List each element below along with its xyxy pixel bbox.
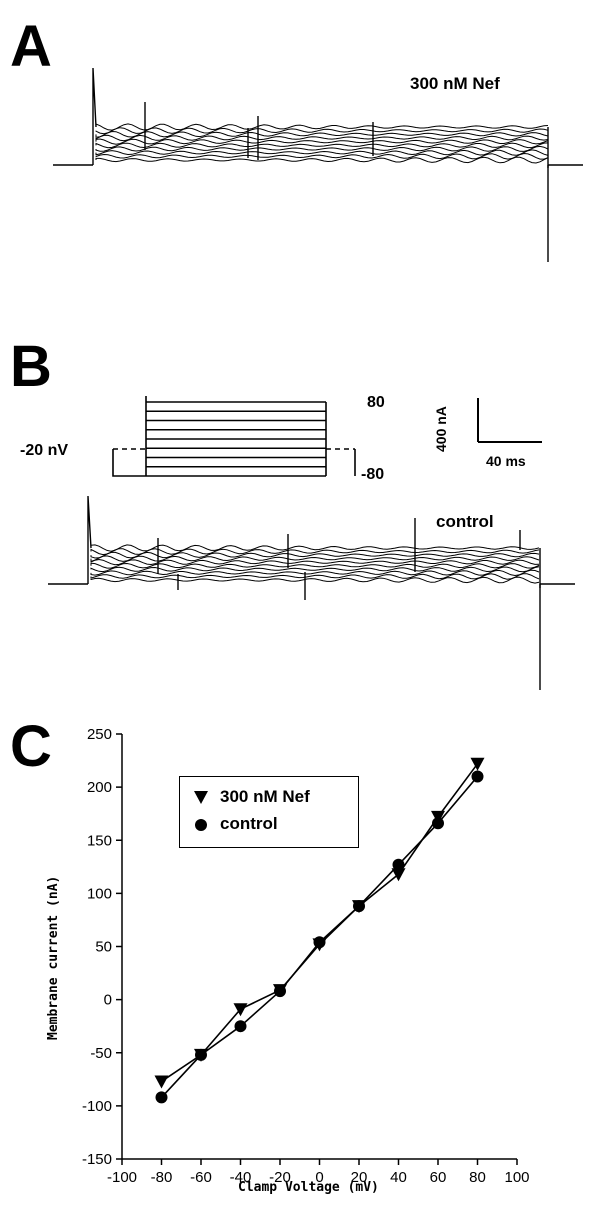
- data-point-nef: [233, 1003, 248, 1017]
- data-point-control: [392, 858, 405, 871]
- data-point-nef: [154, 1075, 169, 1089]
- current-sweep: [95, 156, 549, 164]
- current-trace-nef: [53, 67, 583, 262]
- y-tick-label: 200: [87, 779, 112, 796]
- x-tick-label: 60: [430, 1169, 447, 1186]
- trace-label-nef: 300 nM Nef: [410, 74, 500, 93]
- data-point-control: [274, 985, 286, 998]
- chart-legend: 300 nM Nef control: [179, 776, 359, 848]
- panel-letter-c: C: [10, 714, 52, 779]
- legend-entry-nef: 300 nM Nef: [192, 787, 310, 807]
- legend-label-nef: 300 nM Nef: [220, 787, 310, 806]
- current-sweep: [95, 142, 549, 149]
- y-tick-label: 0: [104, 992, 112, 1009]
- panel-letter-a: A: [10, 14, 52, 79]
- data-point-nef: [391, 868, 406, 882]
- current-sweep: [90, 576, 540, 584]
- data-point-control: [432, 817, 444, 830]
- current-sweep: [90, 566, 540, 573]
- legend-label-control: control: [220, 814, 278, 833]
- current-sweep: [95, 149, 549, 156]
- data-point-nef: [470, 757, 485, 771]
- protocol-pre: [112, 449, 146, 477]
- y-tick-label: -100: [82, 1098, 112, 1115]
- x-tick-label: 0: [315, 1169, 323, 1186]
- x-axis-title: Clamp Voltage (mV): [238, 1180, 379, 1195]
- circle-marker-icon: [192, 814, 210, 834]
- current-trace-control: [48, 495, 575, 690]
- y-tick-label: -50: [90, 1045, 112, 1062]
- onset-transient: [87, 495, 92, 584]
- protocol-holding-label: -20 nV: [20, 442, 69, 459]
- current-sweep: [90, 558, 540, 566]
- current-sweep: [95, 152, 549, 160]
- scale-bar-current-label: 400 nA: [433, 406, 449, 452]
- y-tick-label: -150: [82, 1151, 112, 1168]
- current-sweep: [90, 569, 540, 577]
- current-sweep: [95, 145, 549, 152]
- y-tick-label: 150: [87, 832, 112, 849]
- current-sweep: [90, 573, 540, 580]
- current-sweep: [90, 555, 540, 563]
- current-sweep: [90, 562, 540, 569]
- data-point-control: [155, 1091, 168, 1104]
- current-sweep: [95, 127, 549, 135]
- scale-bar-time-label: 40 ms: [486, 453, 526, 469]
- current-sweep: [90, 544, 540, 552]
- x-tick-label: 40: [390, 1169, 407, 1186]
- y-tick-label: 100: [87, 885, 112, 902]
- x-tick-label: -100: [107, 1169, 137, 1186]
- protocol-top-label: 80: [367, 394, 385, 411]
- x-tick-label: 100: [504, 1169, 529, 1186]
- data-point-control: [471, 770, 484, 783]
- current-sweep: [95, 138, 549, 145]
- data-point-control: [195, 1048, 207, 1061]
- current-sweep: [95, 123, 549, 131]
- current-sweep: [95, 134, 549, 142]
- data-point-control: [234, 1020, 247, 1033]
- x-tick-label: -60: [190, 1169, 212, 1186]
- data-point-control: [313, 936, 326, 949]
- current-sweep: [90, 548, 540, 556]
- legend-entry-control: control: [192, 814, 278, 834]
- scale-bar: [477, 398, 542, 443]
- y-axis-title: Membrane current (nA): [46, 875, 61, 1040]
- trace-label-control: control: [436, 512, 494, 531]
- panel-letter-b: B: [10, 334, 52, 399]
- x-tick-label: -20: [269, 1169, 291, 1186]
- current-sweep: [95, 130, 549, 138]
- y-tick-label: 250: [87, 726, 112, 743]
- x-tick-label: -40: [230, 1169, 252, 1186]
- x-tick-label: 20: [351, 1169, 368, 1186]
- y-tick-label: 50: [95, 939, 112, 956]
- onset-transient: [92, 67, 97, 165]
- data-point-control: [353, 900, 365, 913]
- voltage-protocol: [112, 396, 356, 477]
- x-tick-label: -80: [151, 1169, 173, 1186]
- triangle-marker-icon: [192, 787, 210, 807]
- current-sweep: [90, 551, 540, 559]
- protocol-bottom-label: -80: [361, 466, 385, 483]
- x-tick-label: 80: [469, 1169, 486, 1186]
